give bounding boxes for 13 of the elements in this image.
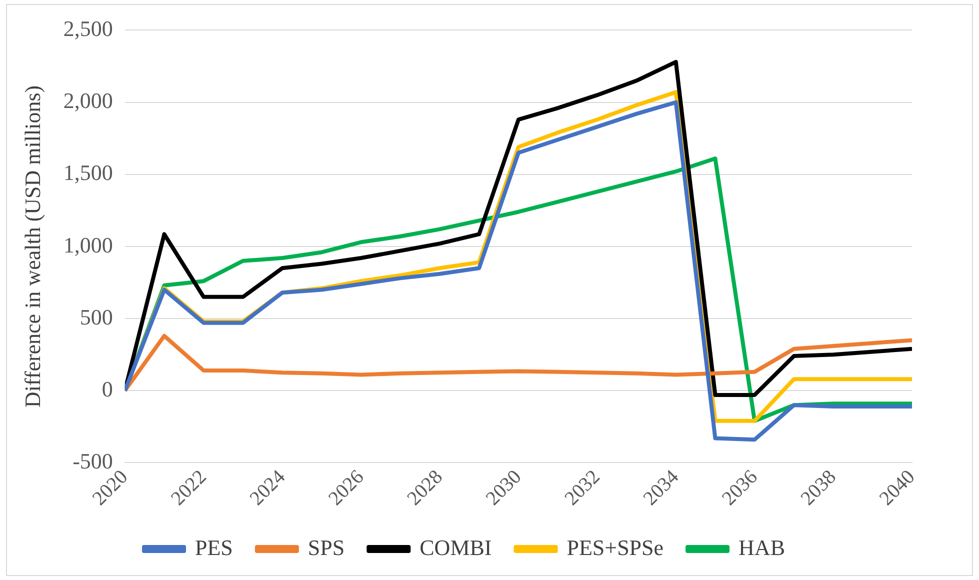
y-tick-label: 500	[80, 304, 113, 330]
y-tick-label: 0	[102, 376, 113, 402]
y-tick-label: -500	[72, 448, 113, 474]
legend-label: HAB	[738, 534, 785, 560]
y-axis-title: Difference in wealth (USD millions)	[20, 85, 45, 408]
y-tick-label: 2,000	[63, 88, 113, 114]
y-tick-label: 2,500	[63, 16, 113, 41]
y-tick-label: 1,000	[63, 232, 113, 258]
legend-label: COMBI	[420, 534, 492, 560]
y-tick-label: 1,500	[63, 160, 113, 186]
legend-label: PES	[195, 534, 233, 560]
legend-label: SPS	[308, 534, 345, 560]
legend-label: PES+SPSe	[566, 534, 664, 560]
